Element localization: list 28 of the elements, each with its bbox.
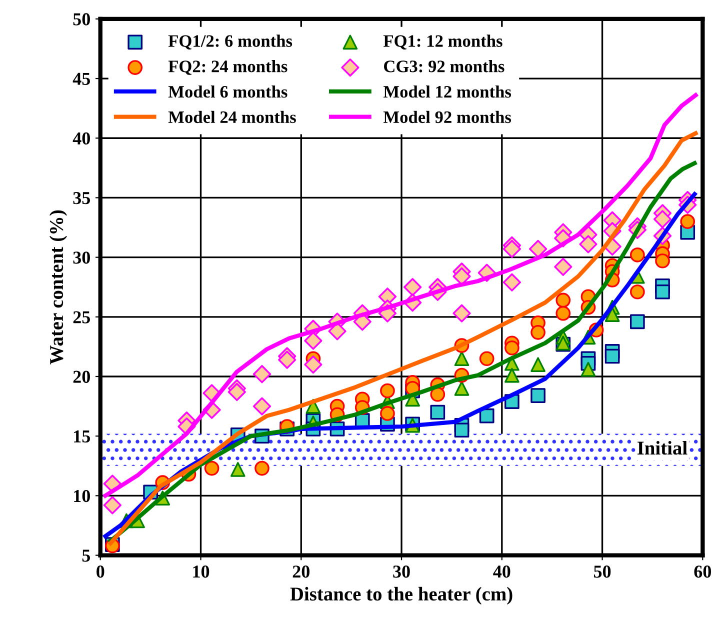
y-tick-label: 15 bbox=[74, 430, 90, 443]
x-tick-label: 50 bbox=[594, 566, 611, 578]
legend-label: FQ2: 24 months bbox=[168, 60, 288, 75]
y-tick-label: 30 bbox=[73, 252, 90, 264]
legend-label: FQ1: 12 months bbox=[383, 34, 502, 50]
y-tick-label: 40 bbox=[72, 132, 90, 145]
y-tick-label: 5 bbox=[82, 550, 90, 562]
y-tick-label: 25 bbox=[73, 311, 90, 324]
y-tick-label: 45 bbox=[72, 72, 90, 85]
x-axis-title: Distance to the heater (cm) bbox=[290, 586, 512, 605]
x-tick-label: 20 bbox=[292, 566, 310, 578]
y-tick-label: 20 bbox=[73, 370, 90, 383]
legend-label: Model 6 months bbox=[168, 85, 288, 98]
legend-label: Model 92 months bbox=[383, 110, 512, 124]
x-tick-label: 30 bbox=[393, 566, 410, 578]
legend-label: FQ1/2: 6 months bbox=[168, 34, 292, 50]
x-tick-label: 10 bbox=[193, 566, 210, 578]
y-tick-label: 50 bbox=[73, 13, 90, 26]
x-tick-label: 0 bbox=[96, 566, 104, 578]
x-tick-label: 40 bbox=[493, 566, 510, 578]
y-tick-label: 35 bbox=[73, 192, 90, 204]
x-tick-label: 60 bbox=[694, 566, 711, 578]
legend-label: CG3: 92 months bbox=[384, 60, 504, 72]
y-tick-label: 10 bbox=[74, 490, 90, 502]
legend-label: Model 12 months bbox=[383, 85, 512, 98]
legend-label: Model 24 months bbox=[168, 110, 296, 124]
band-label: Initial bbox=[637, 440, 688, 455]
y-axis-title: Water content (%) bbox=[49, 210, 68, 364]
